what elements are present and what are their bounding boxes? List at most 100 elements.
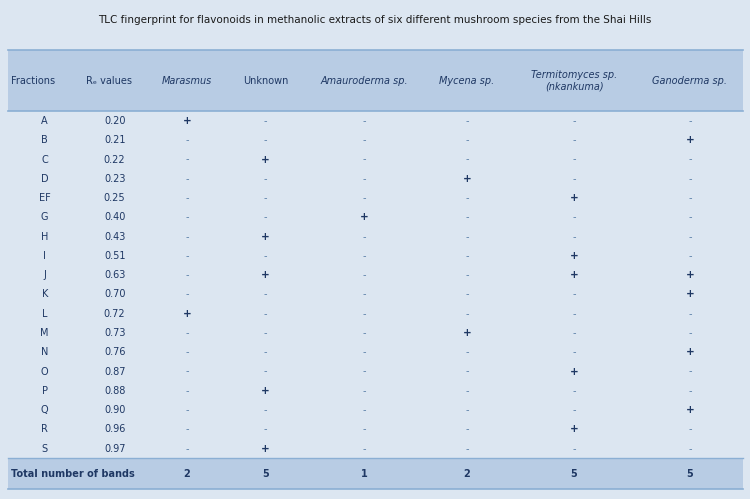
Text: A: A	[41, 116, 48, 126]
Text: -: -	[264, 193, 267, 203]
Text: -: -	[572, 155, 576, 165]
Text: -: -	[688, 193, 692, 203]
Text: -: -	[465, 232, 469, 242]
Text: -: -	[185, 232, 188, 242]
Text: -: -	[572, 386, 576, 396]
Text: Marasmus: Marasmus	[162, 76, 212, 86]
Text: -: -	[572, 347, 576, 357]
Text: -: -	[688, 386, 692, 396]
Text: -: -	[465, 367, 469, 377]
Text: -: -	[185, 367, 188, 377]
Text: -: -	[362, 174, 366, 184]
Text: 2: 2	[184, 469, 190, 479]
Text: +: +	[570, 367, 578, 377]
Text: -: -	[465, 347, 469, 357]
Text: Fractions: Fractions	[11, 76, 56, 86]
Text: L: L	[42, 309, 47, 319]
Text: -: -	[465, 444, 469, 454]
Text: -: -	[264, 405, 267, 415]
Text: -: -	[688, 155, 692, 165]
Text: I: I	[44, 251, 46, 261]
Text: -: -	[264, 367, 267, 377]
Text: +: +	[261, 444, 270, 454]
Text: -: -	[572, 444, 576, 454]
Text: -: -	[688, 424, 692, 434]
Text: +: +	[261, 232, 270, 242]
Text: 0.97: 0.97	[104, 444, 125, 454]
Text: +: +	[463, 328, 471, 338]
Text: -: -	[185, 270, 188, 280]
Text: -: -	[465, 135, 469, 145]
Text: -: -	[465, 213, 469, 223]
Text: -: -	[185, 424, 188, 434]
Text: -: -	[465, 193, 469, 203]
Text: -: -	[185, 444, 188, 454]
Text: -: -	[362, 424, 366, 434]
Text: Mycena sp.: Mycena sp.	[440, 76, 494, 86]
Text: +: +	[570, 424, 578, 434]
Text: -: -	[688, 251, 692, 261]
Text: 0.21: 0.21	[104, 135, 125, 145]
Text: 5: 5	[571, 469, 578, 479]
Text: -: -	[362, 405, 366, 415]
Text: 0.88: 0.88	[104, 386, 125, 396]
Text: -: -	[264, 251, 267, 261]
Text: -: -	[572, 174, 576, 184]
Text: Termitomyces sp.
(nkankuma): Termitomyces sp. (nkankuma)	[531, 70, 617, 91]
Text: Ganoderma sp.: Ganoderma sp.	[652, 76, 728, 86]
Text: TLC fingerprint for flavonoids in methanolic extracts of six different mushroom : TLC fingerprint for flavonoids in methan…	[98, 15, 652, 25]
Text: 0.72: 0.72	[104, 309, 125, 319]
Text: -: -	[465, 116, 469, 126]
Text: -: -	[572, 116, 576, 126]
Text: 0.22: 0.22	[104, 155, 125, 165]
Text: P: P	[42, 386, 48, 396]
Text: -: -	[264, 424, 267, 434]
Text: H: H	[41, 232, 48, 242]
Text: -: -	[362, 116, 366, 126]
Text: -: -	[688, 174, 692, 184]
Text: +: +	[570, 270, 578, 280]
Text: +: +	[686, 347, 694, 357]
Text: -: -	[185, 405, 188, 415]
Text: -: -	[264, 289, 267, 299]
Text: +: +	[686, 270, 694, 280]
Text: -: -	[264, 213, 267, 223]
Text: -: -	[465, 155, 469, 165]
Text: 0.73: 0.73	[104, 328, 125, 338]
Text: -: -	[362, 135, 366, 145]
Text: 0.70: 0.70	[104, 289, 125, 299]
Text: -: -	[362, 347, 366, 357]
Text: N: N	[41, 347, 48, 357]
Text: 0.20: 0.20	[104, 116, 125, 126]
Text: J: J	[44, 270, 46, 280]
Text: -: -	[465, 405, 469, 415]
Text: -: -	[185, 386, 188, 396]
Text: +: +	[686, 405, 694, 415]
Text: -: -	[264, 347, 267, 357]
Text: -: -	[362, 232, 366, 242]
Text: +: +	[261, 386, 270, 396]
Text: -: -	[185, 251, 188, 261]
Text: -: -	[185, 213, 188, 223]
Text: Amauroderma sp.: Amauroderma sp.	[320, 76, 408, 86]
Text: -: -	[185, 328, 188, 338]
Text: -: -	[185, 174, 188, 184]
Text: 0.90: 0.90	[104, 405, 125, 415]
Text: +: +	[570, 193, 578, 203]
Text: 0.43: 0.43	[104, 232, 125, 242]
Text: 0.23: 0.23	[104, 174, 125, 184]
Text: Rₑ values: Rₑ values	[86, 76, 131, 86]
Text: Total number of bands: Total number of bands	[11, 469, 135, 479]
Text: -: -	[264, 328, 267, 338]
Text: -: -	[362, 367, 366, 377]
Text: -: -	[185, 155, 188, 165]
Text: D: D	[41, 174, 49, 184]
Text: -: -	[465, 309, 469, 319]
Text: +: +	[463, 174, 471, 184]
Text: B: B	[41, 135, 48, 145]
Text: +: +	[360, 213, 368, 223]
Text: +: +	[182, 309, 191, 319]
Text: -: -	[264, 309, 267, 319]
Text: -: -	[185, 135, 188, 145]
Text: -: -	[688, 444, 692, 454]
